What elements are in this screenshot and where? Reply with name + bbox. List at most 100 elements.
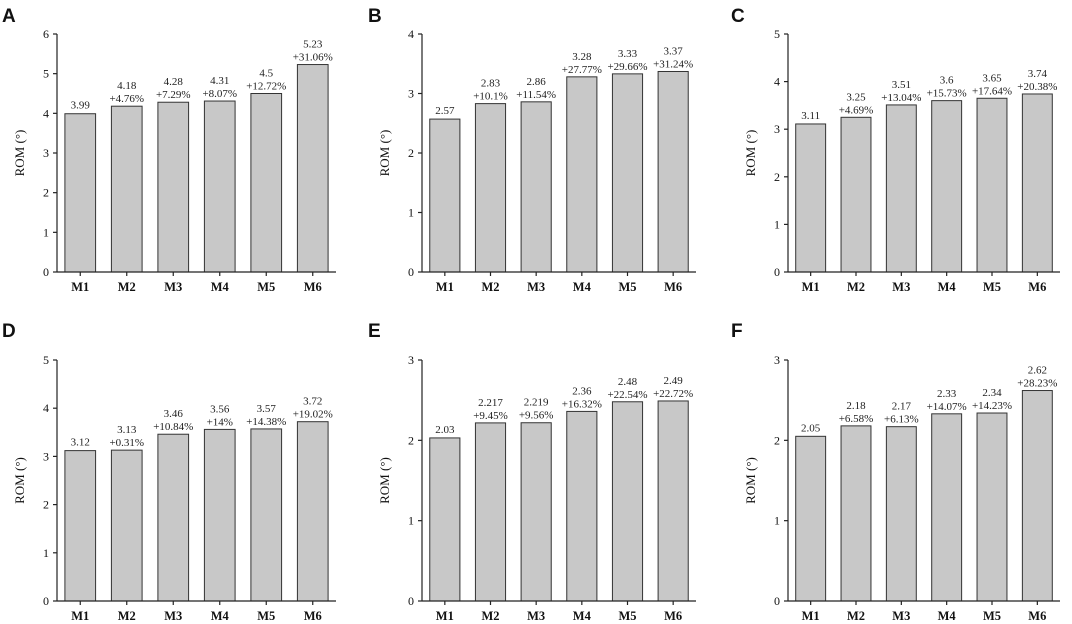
- bar-m2: [840, 116, 872, 273]
- panel-f: F ROM (°) 0 1 2 3 M1 2.05 M2 2.18+6.58% M3 2.17+6.1…: [731, 321, 1060, 623]
- x-tick-label: M1: [436, 280, 454, 294]
- y-axis-label: ROM (°): [377, 130, 392, 177]
- data-label-value: 3.72: [303, 396, 322, 408]
- data-label-value: 3.13: [117, 424, 137, 436]
- x-tick-label: M6: [664, 280, 682, 294]
- data-label-change: +22.54%: [607, 389, 647, 401]
- data-label-change: +16.32%: [562, 398, 602, 410]
- data-label-value: 3.12: [71, 437, 90, 449]
- bar-m2: [110, 105, 143, 273]
- bar-m2: [474, 422, 507, 602]
- data-label-value: 4.28: [164, 76, 184, 88]
- x-tick-label: M2: [118, 609, 136, 623]
- data-label-change: +4.69%: [839, 104, 874, 116]
- data-label-change: +29.66%: [607, 61, 647, 73]
- y-tick-label: 1: [43, 225, 49, 239]
- data-label-value: 2.03: [435, 424, 455, 436]
- data-label-value: 3.46: [164, 408, 184, 420]
- panel-e: E ROM (°) 0 1 2 3 M1 2.03 M2 2.217+9.45% M3 2.219+9…: [368, 321, 696, 623]
- data-label-value: 3.57: [257, 403, 277, 415]
- x-tick-label: M6: [304, 609, 322, 623]
- bar-m6: [657, 70, 689, 273]
- x-tick-label: M3: [892, 609, 910, 623]
- bar-m1: [64, 450, 97, 602]
- panel-letter: C: [731, 6, 745, 27]
- data-label-change: +9.45%: [473, 410, 508, 422]
- x-tick-label: M6: [304, 280, 322, 294]
- y-tick-label: 0: [774, 265, 780, 279]
- data-label-value: 2.05: [801, 422, 821, 434]
- data-label-change: +9.56%: [519, 410, 554, 422]
- x-tick-label: M4: [573, 609, 592, 623]
- y-tick-label: 2: [774, 170, 780, 184]
- x-tick-label: M1: [436, 609, 454, 623]
- y-axis-label: ROM (°): [743, 457, 758, 504]
- y-tick-label: 0: [408, 265, 414, 279]
- x-tick-label: M5: [983, 280, 1001, 294]
- data-label-change: +10.84%: [153, 421, 193, 433]
- x-tick-label: M3: [527, 609, 545, 623]
- y-tick-label: 2: [43, 186, 49, 200]
- x-tick-label: M6: [1028, 609, 1046, 623]
- panel-letter: F: [731, 321, 743, 342]
- data-label-value: 3.33: [618, 48, 638, 60]
- x-tick-label: M5: [983, 609, 1001, 623]
- x-tick-label: M4: [938, 609, 957, 623]
- data-label-value: 4.5: [259, 68, 273, 80]
- data-label-change: +6.13%: [884, 414, 919, 426]
- x-tick-label: M5: [618, 280, 636, 294]
- data-label-change: +12.72%: [246, 81, 286, 93]
- y-tick-label: 4: [774, 75, 780, 89]
- data-label-value: 2.48: [618, 376, 638, 388]
- y-axis-label: ROM (°): [12, 457, 27, 504]
- x-tick-label: M1: [802, 609, 820, 623]
- x-tick-label: M2: [847, 280, 865, 294]
- data-label-change: +0.31%: [109, 437, 144, 449]
- x-tick-label: M6: [664, 609, 682, 623]
- bar-m6: [1021, 93, 1053, 273]
- data-label-value: 3.28: [572, 51, 592, 63]
- data-label-value: 2.62: [1028, 365, 1047, 377]
- data-label-value: 2.57: [435, 105, 455, 117]
- bar-m6: [657, 400, 689, 602]
- data-label-change: +14.07%: [927, 401, 967, 413]
- y-tick-label: 1: [43, 546, 49, 560]
- bar-m4: [203, 100, 236, 273]
- data-label-value: 3.74: [1028, 68, 1048, 80]
- data-label-change: +14%: [207, 416, 233, 428]
- data-label-value: 3.37: [664, 45, 684, 57]
- data-label-value: 4.18: [117, 80, 137, 92]
- bar-m4: [566, 76, 598, 273]
- bar-m6: [1021, 390, 1053, 602]
- data-label-value: 3.65: [982, 72, 1002, 84]
- y-tick-label: 2: [408, 433, 414, 447]
- data-label-change: +28.23%: [1017, 378, 1057, 390]
- y-tick-label: 3: [408, 87, 414, 101]
- bar-m3: [157, 101, 190, 273]
- bar-m1: [429, 118, 461, 273]
- bar-m6: [296, 421, 329, 602]
- x-tick-label: M1: [71, 280, 89, 294]
- panel-letter: E: [368, 321, 381, 342]
- data-label-change: +8.07%: [202, 88, 237, 100]
- y-axis-label: ROM (°): [743, 130, 758, 177]
- x-tick-label: M4: [938, 280, 957, 294]
- data-label-value: 2.217: [478, 397, 503, 409]
- bar-m3: [157, 433, 190, 602]
- data-label-change: +6.58%: [839, 413, 874, 425]
- y-tick-label: 1: [408, 514, 414, 528]
- y-tick-label: 3: [43, 146, 49, 160]
- data-label-value: 4.31: [210, 75, 229, 87]
- x-tick-label: M3: [892, 280, 910, 294]
- data-label-change: +7.29%: [156, 89, 191, 101]
- data-label-value: 3.25: [846, 91, 866, 103]
- x-tick-label: M3: [164, 609, 182, 623]
- data-label-change: +22.72%: [653, 388, 693, 400]
- bar-m3: [520, 101, 552, 273]
- bar-m2: [840, 425, 872, 602]
- y-tick-label: 3: [774, 122, 780, 136]
- bar-m5: [611, 73, 644, 273]
